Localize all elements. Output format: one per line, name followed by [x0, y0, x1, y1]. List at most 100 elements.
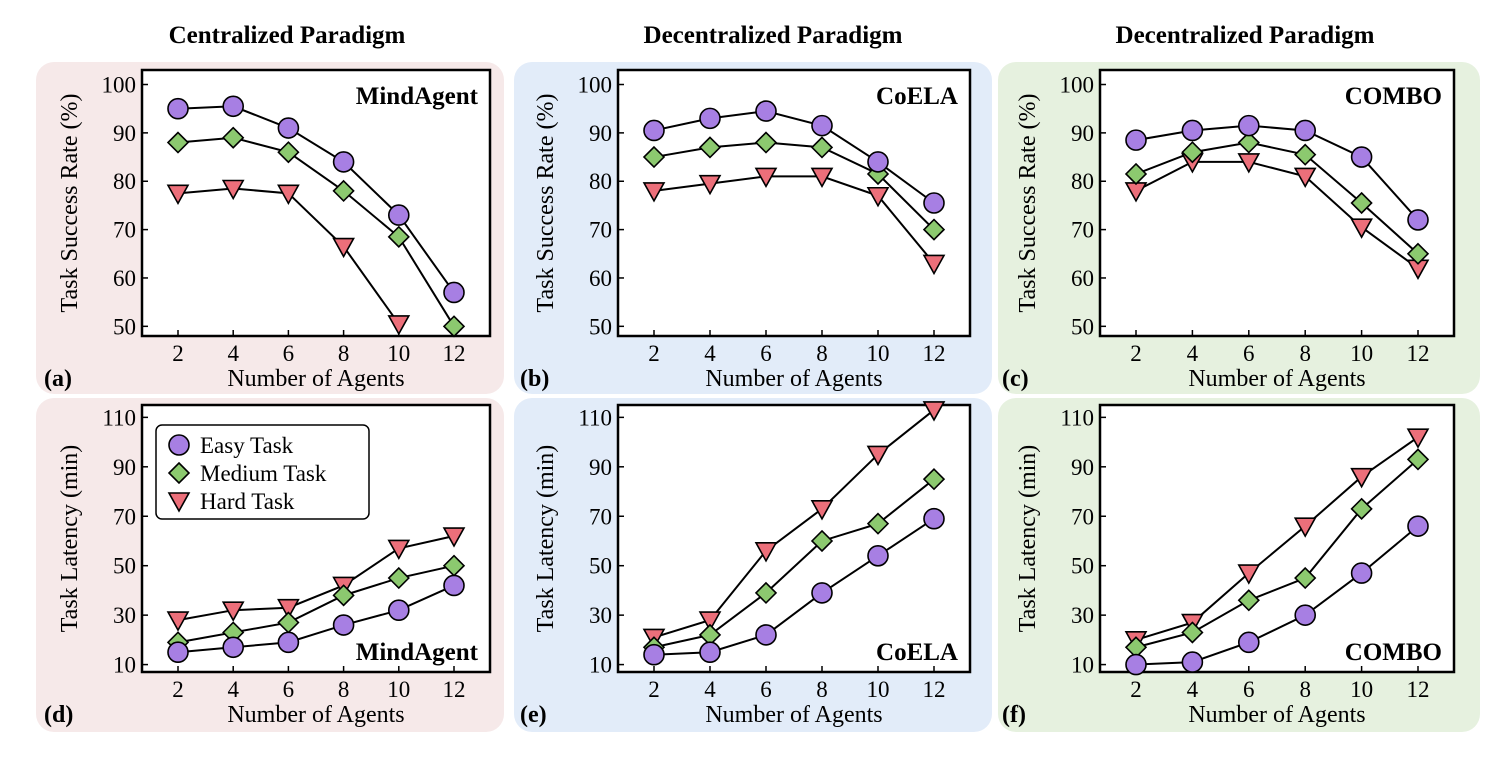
data-point-hard [922, 401, 946, 422]
legend-marker-medium [167, 461, 191, 485]
column-title-decentralized-combo: Decentralized Paradigm [1115, 22, 1375, 49]
data-point-medium [754, 131, 778, 154]
data-point-hard [698, 611, 722, 632]
x-tick-label: 4 [1187, 677, 1199, 702]
y-tick-label: 50 [1071, 554, 1094, 579]
data-point-medium [1181, 621, 1204, 644]
data-point-hard [754, 167, 778, 189]
data-point-easy [443, 281, 465, 304]
data-point-hard [810, 167, 834, 189]
legend-label-medium: Medium Task [200, 461, 327, 486]
y-tick-label: 60 [589, 266, 612, 291]
y-tick-label: 50 [113, 554, 136, 579]
y-tick-label: 70 [1071, 504, 1094, 529]
x-tick-label: 4 [704, 341, 716, 366]
data-point-hard [1406, 428, 1430, 449]
y-tick-label: 110 [1060, 405, 1094, 430]
data-point-hard [221, 179, 245, 201]
data-point-easy [167, 641, 189, 664]
data-point-medium [1294, 566, 1317, 590]
data-point-hard [387, 539, 411, 561]
y-tick-label: 110 [578, 405, 612, 430]
x-axis-label: Number of Agents [227, 702, 404, 728]
y-tick-label: 80 [589, 169, 612, 194]
x-tick-label: 6 [760, 341, 772, 366]
data-point-easy [643, 643, 665, 666]
data-point-medium [277, 141, 300, 164]
data-point-medium [387, 225, 410, 248]
data-point-hard [1293, 517, 1317, 538]
data-point-hard [1350, 218, 1373, 239]
x-tick-label: 10 [387, 677, 410, 702]
data-point-medium [922, 468, 946, 491]
x-axis-label: Number of Agents [1188, 702, 1365, 728]
data-point-easy [699, 641, 721, 664]
data-point-easy [1294, 604, 1316, 626]
data-point-medium [1350, 497, 1373, 520]
chart-panel-f: 10 30 50 70 90 110 2 4 6 8 10 12 Number of Agents Tas… [1002, 403, 1456, 728]
data-point-easy [1294, 119, 1316, 142]
x-axis-label: Number of Agents [705, 702, 882, 728]
x-tick-label: 2 [648, 341, 660, 366]
y-tick-label: 100 [102, 73, 137, 98]
x-axis-label: Number of Agents [705, 366, 882, 392]
data-point-hard [866, 186, 890, 208]
data-point-easy [1125, 129, 1147, 151]
y-tick-label: 60 [113, 266, 136, 291]
data-point-easy [277, 117, 300, 139]
data-point-hard [754, 542, 778, 563]
series-line-hard [177, 535, 455, 622]
y-tick-label: 30 [589, 603, 612, 628]
x-tick-label: 10 [867, 341, 890, 366]
data-point-easy [811, 114, 833, 137]
x-tick-label: 2 [1130, 677, 1142, 702]
panel-label: (b) [520, 366, 549, 392]
y-tick-label: 90 [589, 121, 612, 146]
x-tick-label: 2 [1130, 341, 1142, 366]
x-tick-label: 6 [283, 341, 295, 366]
legend-box [155, 424, 370, 520]
data-point-easy [755, 624, 777, 646]
data-point-medium [922, 218, 946, 241]
legend-marker-easy [168, 434, 190, 456]
data-point-medium [166, 131, 190, 154]
data-point-medium [642, 145, 666, 169]
x-tick-label: 8 [816, 341, 828, 366]
data-point-medium [1406, 448, 1430, 471]
x-tick-label: 12 [923, 677, 946, 702]
legend-label-easy: Easy Task [200, 433, 294, 458]
panel-label: (e) [520, 702, 547, 728]
data-point-easy [699, 107, 721, 130]
x-tick-label: 10 [1350, 677, 1373, 702]
y-tick-label: 90 [1071, 455, 1094, 480]
data-point-hard [332, 237, 355, 259]
chart-panel-e: 10 30 50 70 90 110 2 4 6 8 10 12 Number of Agents Tas… [520, 401, 972, 728]
data-point-easy [867, 545, 889, 567]
data-point-medium [1237, 589, 1260, 612]
x-tick-label: 6 [1243, 341, 1255, 366]
data-point-hard [642, 182, 666, 203]
series-line-hard [1135, 160, 1419, 270]
data-point-hard [810, 500, 834, 521]
data-point-easy [1238, 114, 1260, 137]
data-point-easy [222, 636, 244, 659]
y-tick-label: 30 [1071, 603, 1094, 628]
data-point-medium [1181, 141, 1204, 164]
panel-label: (d) [44, 702, 73, 728]
series-line-hard [653, 175, 935, 265]
data-point-medium [332, 584, 355, 607]
data-point-easy [1181, 119, 1204, 142]
x-tick-label: 6 [760, 677, 772, 702]
x-tick-label: 8 [1299, 341, 1311, 366]
y-tick-label: 70 [589, 504, 612, 529]
y-tick-label: 50 [1071, 314, 1094, 339]
y-axis-label: Task Success Rate (%) [57, 94, 83, 313]
x-tick-label: 10 [387, 341, 410, 366]
y-axis-label: Task Latency (min) [533, 445, 559, 633]
y-axis-label: Task Latency (min) [57, 445, 83, 633]
plot-area [1098, 68, 1456, 338]
x-tick-label: 4 [227, 677, 239, 702]
x-tick-label: 8 [816, 677, 828, 702]
data-point-hard [221, 601, 245, 622]
